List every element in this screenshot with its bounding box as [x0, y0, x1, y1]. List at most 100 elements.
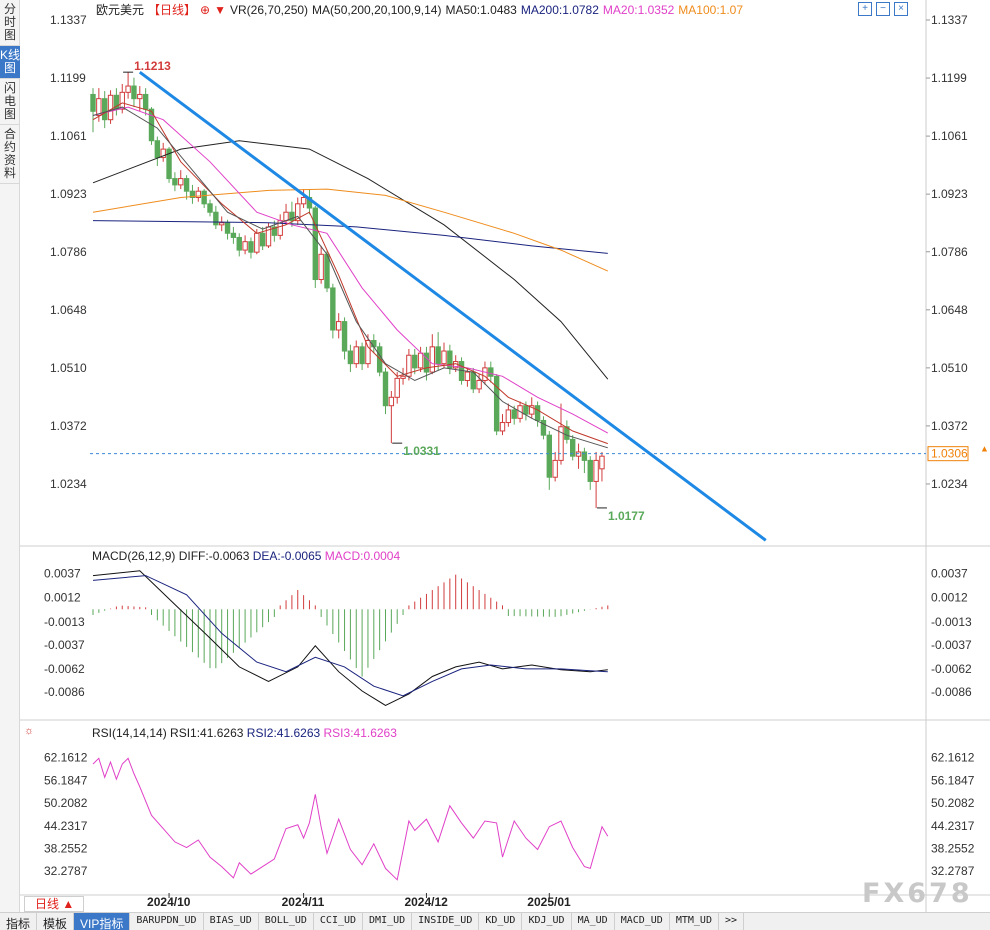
candle-body — [493, 375, 500, 432]
rsi-header: RSI(14,14,14) RSI1:41.6263 RSI2:41.6263 … — [92, 726, 397, 740]
bottom-tab-3[interactable]: BARUPDN_UD — [130, 913, 204, 930]
bottom-tab-0[interactable]: 指标 — [0, 913, 38, 930]
candle-body — [558, 426, 564, 461]
candle-body — [417, 352, 424, 369]
candle-body — [347, 350, 354, 365]
candle-body — [412, 354, 418, 369]
candle-body — [546, 434, 552, 478]
bottom-tab-13[interactable]: MTM_UD — [670, 913, 719, 930]
candle-body — [593, 459, 599, 482]
candle-body — [289, 211, 295, 222]
ma-line-ma20 — [92, 106, 609, 434]
candle-body — [119, 91, 125, 110]
rsi-tick-right-1: 56.1847 — [931, 773, 975, 787]
time-label-2: 2024/12 — [404, 895, 448, 909]
price-tick-left-8: 1.0234 — [50, 477, 87, 491]
chart-canvas[interactable]: 1.1337 1.1337 1.1199 1.1199 1.1061 1.1061 1.09… — [20, 0, 990, 912]
time-label-3: 2025/01 — [527, 895, 571, 909]
side-tab-strip: 分时图 K线图 闪电图 合约资料 — [0, 0, 20, 912]
macd-tick-right-3: -0.0037 — [931, 638, 972, 652]
price-tick-left-1: 1.1199 — [50, 71, 86, 85]
macd-tick-right-2: -0.0013 — [931, 615, 972, 629]
candle-body — [540, 419, 547, 436]
candle-body — [365, 340, 371, 365]
candle-body — [318, 253, 324, 281]
macd-diff-line — [92, 570, 608, 706]
candle-body — [90, 93, 96, 112]
candle-body — [195, 190, 202, 199]
main-header: 欧元美元 【日线】 ⊕ ▼ VR(26,70,250) MA(50,200,20,100,… — [96, 3, 743, 17]
add-indicator-icon: ⊕ — [200, 3, 210, 17]
candle-body — [96, 98, 102, 116]
bottom-tab-14[interactable]: >> — [719, 913, 745, 930]
rsi-tick-right-5: 32.2787 — [931, 864, 975, 878]
extreme-label-1: 1.0331 — [403, 444, 440, 458]
bottom-tab-12[interactable]: MACD_UD — [615, 913, 670, 930]
side-tab-timeshare[interactable]: 分时图 — [0, 0, 20, 46]
rsi-tick-right-3: 44.2317 — [931, 819, 975, 833]
candle-body — [523, 405, 529, 415]
indicator-tab-bar: 指标 模板 VIP指标 BARUPDN_UD BIAS_UD BOLL_UD CCI_UD D… — [0, 912, 990, 930]
close-icon[interactable]: × — [894, 2, 908, 16]
zoom-out-icon[interactable]: − — [876, 2, 890, 16]
period-selector[interactable]: 日线 ▲ — [24, 896, 84, 912]
price-tick-right-4: 1.0786 — [931, 245, 968, 259]
bottom-tab-5[interactable]: BOLL_UD — [259, 913, 314, 930]
price-tick-right-6: 1.0510 — [931, 361, 968, 375]
macd-title: MACD(26,12,9) — [92, 549, 179, 563]
bottom-tab-7[interactable]: DMI_UD — [363, 913, 413, 930]
side-tab-lightning[interactable]: 闪电图 — [0, 79, 20, 125]
macd-diff: DIFF:-0.0063 — [179, 549, 253, 563]
macd-tick-right-0: 0.0037 — [931, 567, 968, 581]
candle-body — [142, 93, 149, 110]
lines-layer — [90, 70, 926, 881]
ma-line-ma200 — [92, 220, 608, 254]
bottom-tab-11[interactable]: MA_UD — [572, 913, 615, 930]
rsi-settings-icon: ☼ — [24, 725, 34, 737]
candle-body — [259, 232, 266, 247]
candle-body — [505, 409, 512, 424]
extreme-label-2: 1.0177 — [608, 509, 645, 523]
candle-body — [534, 405, 541, 421]
side-tab-contract-info[interactable]: 合约资料 — [0, 125, 20, 184]
candle-body — [125, 85, 131, 93]
macd-tick-left-2: -0.0013 — [44, 615, 85, 629]
extreme-label-0: 1.1213 — [134, 59, 171, 73]
rsi-tick-left-1: 56.1847 — [44, 773, 88, 787]
rsi-tick-left-0: 62.1612 — [44, 751, 88, 765]
price-tick-left-6: 1.0510 — [50, 361, 87, 375]
bottom-tab-6[interactable]: CCI_UD — [314, 913, 364, 930]
candle-body — [599, 455, 605, 470]
candle-body — [166, 148, 172, 180]
candle-body — [330, 287, 336, 331]
candle-body — [312, 207, 319, 281]
side-tab-kline[interactable]: K线图 — [0, 46, 20, 79]
price-tick-left-7: 1.0372 — [50, 419, 87, 433]
bottom-tab-1[interactable]: 模板 — [37, 913, 75, 930]
time-label-1: 2024/11 — [282, 895, 325, 909]
rsi-line — [92, 757, 609, 881]
candle-body — [388, 396, 395, 407]
price-tick-left-5: 1.0648 — [50, 303, 87, 317]
candle-body — [254, 232, 260, 253]
current-price-label: 1.0306 — [931, 447, 968, 461]
candle-body — [189, 190, 196, 199]
price-tick-right-1: 1.1199 — [931, 71, 967, 85]
zoom-in-icon[interactable]: + — [858, 2, 872, 16]
candle-body — [429, 346, 436, 373]
candle-body — [230, 232, 237, 238]
bottom-tab-10[interactable]: KDJ_UD — [522, 913, 572, 930]
price-tick-left-2: 1.1061 — [50, 129, 87, 143]
rsi-tick-right-2: 50.2082 — [931, 796, 975, 810]
header-vr: VR(26,70,250) — [230, 3, 308, 17]
bottom-tab-9[interactable]: KD_UD — [479, 913, 523, 930]
candle-body — [271, 226, 278, 236]
bottom-tab-2[interactable]: VIP指标 — [74, 913, 131, 930]
candle-body — [435, 346, 441, 365]
bottom-tab-4[interactable]: BIAS_UD — [204, 913, 259, 930]
bottom-tab-8[interactable]: INSIDE_UD — [412, 913, 480, 930]
candle-body — [464, 371, 471, 381]
candle-body — [570, 438, 576, 457]
vr-dropdown-icon: ▼ — [214, 3, 226, 17]
candle-body — [511, 409, 517, 419]
